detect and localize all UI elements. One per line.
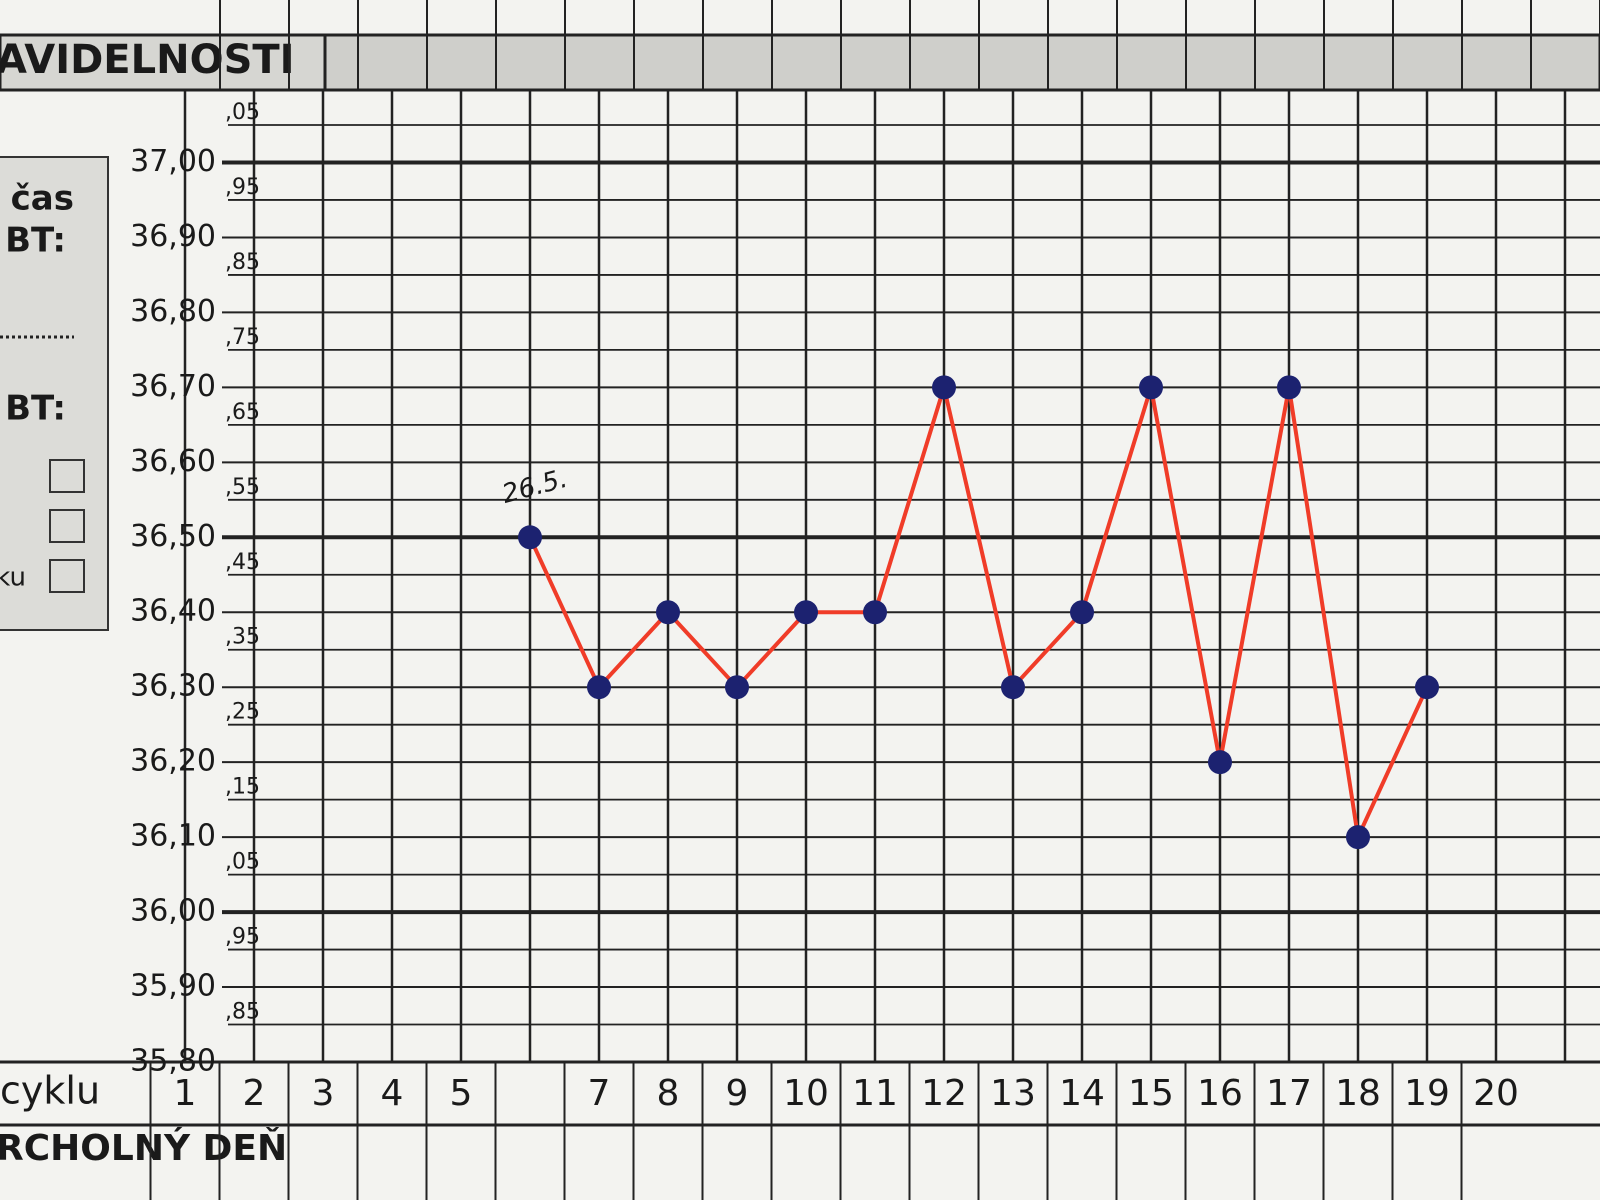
minor-y-tick-label: ,55 xyxy=(225,475,260,500)
y-tick-label: 36,70 xyxy=(130,369,216,404)
data-point xyxy=(794,600,818,625)
minor-y-tick-label: ,05 xyxy=(225,850,260,875)
data-point xyxy=(518,525,542,550)
data-point xyxy=(932,375,956,400)
minor-y-tick-label: ,45 xyxy=(225,550,260,575)
x-tick-label: 9 xyxy=(726,1073,749,1114)
data-point xyxy=(1001,675,1025,700)
y-tick-label: 35,80 xyxy=(130,1044,216,1079)
side-box xyxy=(0,156,109,631)
temperature-line xyxy=(528,385,1429,840)
minor-y-tick-label: ,15 xyxy=(225,775,260,800)
header-box xyxy=(0,33,327,92)
x-tick-label: 3 xyxy=(312,1073,335,1114)
minor-y-tick-label: ,95 xyxy=(225,175,260,200)
data-point xyxy=(725,675,749,700)
x-tick-label: 7 xyxy=(588,1073,611,1114)
x-tick-label: 8 xyxy=(657,1073,680,1114)
y-tick-label: 36,30 xyxy=(130,669,216,704)
y-tick-label: 36,20 xyxy=(130,744,216,779)
y-tick-label: 36,40 xyxy=(130,594,216,629)
data-point xyxy=(1415,675,1439,700)
minor-y-tick-label: ,85 xyxy=(225,1000,260,1025)
y-tick-label: 37,00 xyxy=(130,144,216,179)
data-point xyxy=(1346,825,1370,850)
x-tick-label: 1 xyxy=(174,1073,197,1114)
x-tick-label: 10 xyxy=(783,1073,829,1114)
x-tick-label: 14 xyxy=(1059,1073,1105,1114)
x-tick-label: 5 xyxy=(450,1073,473,1114)
minor-y-tick-label: ,75 xyxy=(225,325,260,350)
x-tick-label: 20 xyxy=(1473,1073,1519,1114)
minor-y-tick-label: ,65 xyxy=(225,400,260,425)
y-tick-label: 36,60 xyxy=(130,444,216,479)
minor-y-tick-label: ,05 xyxy=(225,100,260,125)
minor-y-tick-label: ,25 xyxy=(225,700,260,725)
checkbox xyxy=(49,459,85,493)
x-tick-label: 12 xyxy=(921,1073,967,1114)
checkbox xyxy=(49,559,85,593)
data-point xyxy=(1139,375,1163,400)
data-point xyxy=(656,600,680,625)
y-tick-label: 36,80 xyxy=(130,294,216,329)
side-label: ku xyxy=(0,563,26,593)
side-label: BT: xyxy=(5,389,66,429)
checkbox xyxy=(49,509,85,543)
side-label: BT: xyxy=(5,221,66,261)
x-tick-label: 19 xyxy=(1404,1073,1450,1114)
y-tick-label: 35,90 xyxy=(130,969,216,1004)
y-tick-label: 36,90 xyxy=(130,219,216,254)
x-tick-label: 17 xyxy=(1266,1073,1312,1114)
y-tick-label: 36,50 xyxy=(130,519,216,554)
y-tick-label: 36,10 xyxy=(130,819,216,854)
minor-y-tick-label: ,85 xyxy=(225,250,260,275)
side-label: čas xyxy=(11,179,74,219)
x-tick-label: 16 xyxy=(1197,1073,1243,1114)
y-tick-label: 36,00 xyxy=(130,894,216,929)
x-tick-label: 2 xyxy=(243,1073,266,1114)
minor-y-tick-label: ,95 xyxy=(225,925,260,950)
data-point xyxy=(1070,600,1094,625)
data-point xyxy=(587,675,611,700)
x-tick-label: 11 xyxy=(852,1073,898,1114)
bottom-table xyxy=(0,1062,1600,1200)
row-label: RCHOLNÝ DEŇ xyxy=(0,1126,287,1169)
x-tick-label: 13 xyxy=(990,1073,1036,1114)
x-tick-label: 4 xyxy=(381,1073,404,1114)
row-label: cyklu xyxy=(0,1069,100,1113)
data-point xyxy=(1277,375,1301,400)
header-title: AVIDELNOSTI xyxy=(0,37,295,83)
minor-y-tick-label: ,35 xyxy=(225,625,260,650)
data-point xyxy=(863,600,887,625)
data-point xyxy=(1208,750,1232,775)
x-tick-label: 18 xyxy=(1335,1073,1381,1114)
x-tick-label: 15 xyxy=(1128,1073,1174,1114)
